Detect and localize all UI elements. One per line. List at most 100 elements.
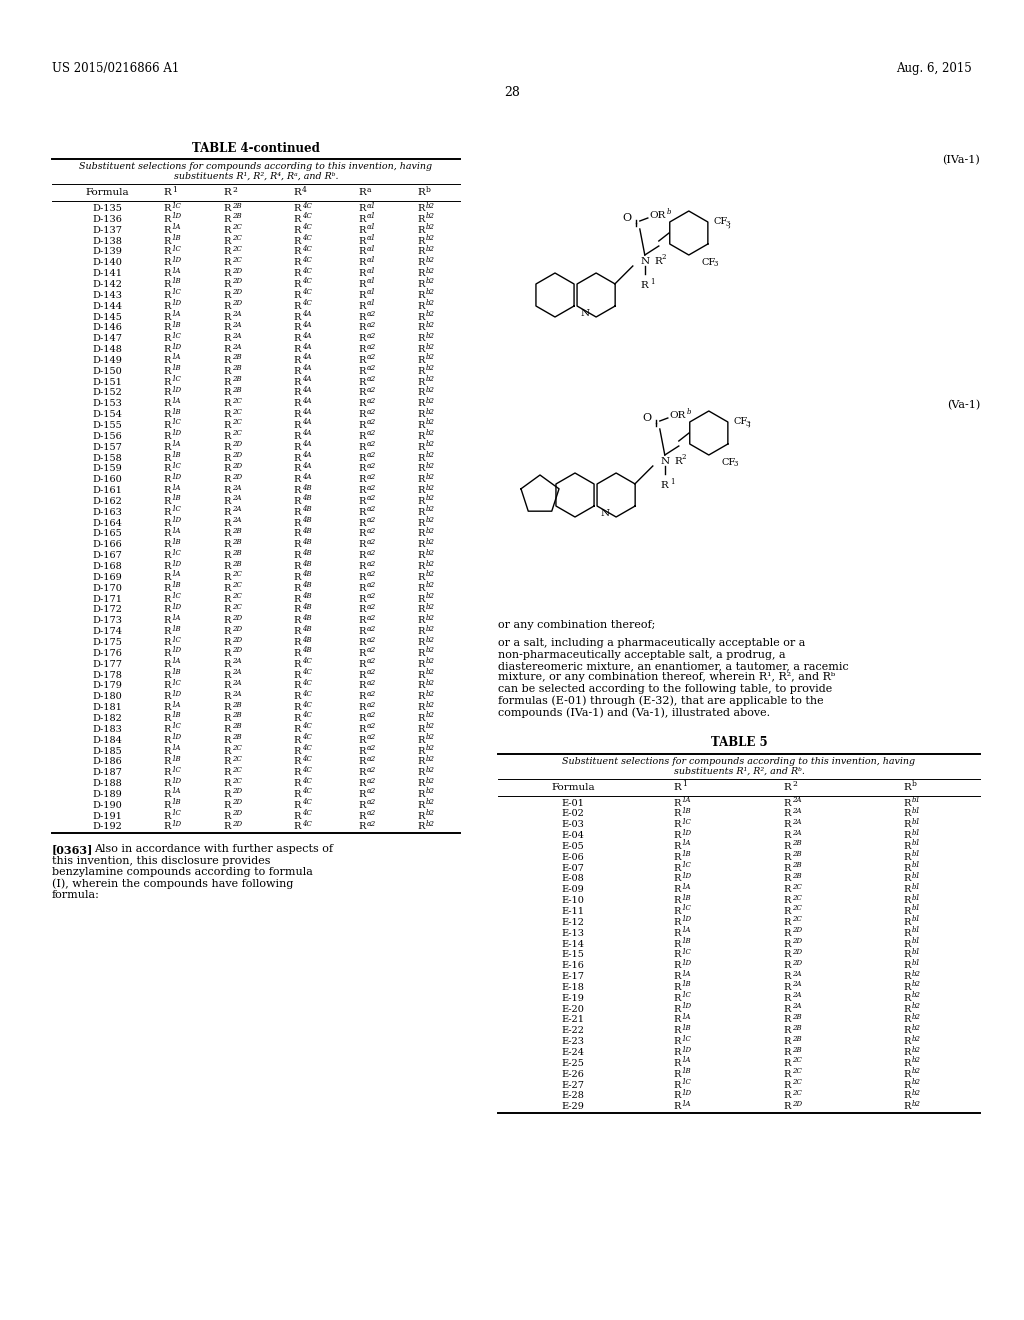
- Text: E-18: E-18: [561, 983, 585, 991]
- Text: R: R: [418, 789, 425, 799]
- Text: R: R: [164, 388, 171, 397]
- Text: R: R: [223, 399, 231, 408]
- Text: 2B: 2B: [792, 873, 802, 880]
- Text: 2D: 2D: [792, 958, 802, 966]
- Text: 2D: 2D: [232, 635, 242, 644]
- Text: α1: α1: [367, 202, 376, 210]
- Text: R: R: [358, 226, 366, 235]
- Text: b1: b1: [912, 894, 921, 902]
- Text: 4C: 4C: [302, 300, 312, 308]
- Text: R: R: [164, 627, 171, 636]
- Text: R: R: [294, 747, 301, 755]
- Text: R: R: [783, 1048, 791, 1057]
- Text: 2B: 2B: [232, 213, 242, 220]
- Text: R: R: [418, 606, 425, 614]
- Text: 4A: 4A: [302, 310, 311, 318]
- Text: mixture, or any combination thereof, wherein R¹, R², and Rᵇ: mixture, or any combination thereof, whe…: [498, 672, 836, 682]
- Text: α2: α2: [367, 537, 376, 546]
- Text: R: R: [673, 783, 681, 792]
- Text: 2B: 2B: [232, 549, 242, 557]
- Text: R: R: [164, 280, 171, 289]
- Text: (Va-1): (Va-1): [947, 400, 980, 411]
- Text: R: R: [358, 681, 366, 690]
- Text: R: R: [294, 627, 301, 636]
- Text: 1D: 1D: [172, 516, 182, 524]
- Text: 4B: 4B: [302, 537, 311, 546]
- Text: R: R: [164, 758, 171, 767]
- Text: R: R: [641, 281, 648, 290]
- Text: E-26: E-26: [561, 1069, 585, 1078]
- Text: 2D: 2D: [232, 809, 242, 817]
- Text: R: R: [223, 801, 231, 809]
- Text: α2: α2: [367, 690, 376, 698]
- Text: R: R: [418, 215, 425, 224]
- Text: 2: 2: [232, 186, 237, 194]
- Text: 1A: 1A: [682, 970, 691, 978]
- Text: 1A: 1A: [172, 310, 181, 318]
- Text: α2: α2: [367, 593, 376, 601]
- Text: R: R: [783, 809, 791, 818]
- Text: R: R: [223, 432, 231, 441]
- Text: 2B: 2B: [232, 560, 242, 568]
- Text: R: R: [674, 842, 681, 851]
- Text: or a salt, including a pharmaceutically acceptable or a: or a salt, including a pharmaceutically …: [498, 638, 805, 648]
- Text: R: R: [294, 779, 301, 788]
- Text: b2: b2: [912, 1068, 921, 1076]
- Text: R: R: [293, 187, 301, 197]
- Text: R: R: [418, 540, 425, 549]
- Text: 2C: 2C: [232, 234, 242, 242]
- Text: substituents R¹, R², and Rᵇ.: substituents R¹, R², and Rᵇ.: [674, 767, 805, 776]
- Text: R: R: [164, 345, 171, 354]
- Text: 4C: 4C: [302, 288, 312, 296]
- Text: 2A: 2A: [792, 796, 802, 804]
- Text: α2: α2: [367, 614, 376, 622]
- Text: ;: ;: [727, 219, 730, 228]
- Text: D-163: D-163: [92, 508, 122, 517]
- Text: E-29: E-29: [561, 1102, 585, 1111]
- Text: 1B: 1B: [172, 277, 181, 285]
- Text: 4C: 4C: [302, 766, 312, 774]
- Text: R: R: [358, 822, 366, 832]
- Text: R: R: [674, 874, 681, 883]
- Text: D-174: D-174: [92, 627, 122, 636]
- Text: R: R: [164, 421, 171, 430]
- Text: R: R: [223, 573, 231, 582]
- Text: b2: b2: [912, 1045, 921, 1053]
- Text: 1C: 1C: [682, 1035, 692, 1043]
- Text: 2D: 2D: [792, 927, 802, 935]
- Text: R: R: [164, 475, 171, 484]
- Text: R: R: [418, 269, 425, 279]
- Text: 1C: 1C: [172, 549, 182, 557]
- Text: D-141: D-141: [92, 269, 122, 279]
- Text: 1A: 1A: [682, 883, 691, 891]
- Text: 1D: 1D: [682, 1089, 692, 1097]
- Text: R: R: [783, 1069, 791, 1078]
- Text: a: a: [367, 186, 372, 194]
- Text: b2: b2: [426, 711, 435, 719]
- Text: R: R: [418, 704, 425, 711]
- Text: 4C: 4C: [302, 690, 312, 698]
- Text: α2: α2: [367, 766, 376, 774]
- Text: R: R: [223, 302, 231, 310]
- Text: 2B: 2B: [232, 202, 242, 210]
- Text: R: R: [674, 1092, 681, 1101]
- Text: D-162: D-162: [92, 496, 122, 506]
- Text: R: R: [223, 205, 231, 213]
- Text: R: R: [903, 950, 911, 960]
- Text: 4A: 4A: [302, 408, 311, 416]
- Text: R: R: [164, 356, 171, 364]
- Text: 1D: 1D: [172, 300, 182, 308]
- Text: R: R: [294, 465, 301, 474]
- Text: E-22: E-22: [561, 1027, 585, 1035]
- Text: R: R: [358, 367, 366, 376]
- Text: R: R: [294, 411, 301, 420]
- Text: b2: b2: [426, 288, 435, 296]
- Text: TABLE 4-continued: TABLE 4-continued: [193, 143, 319, 154]
- Text: 2A: 2A: [232, 310, 242, 318]
- Text: R: R: [164, 573, 171, 582]
- Text: R: R: [164, 540, 171, 549]
- Text: 2C: 2C: [792, 915, 802, 924]
- Text: 1C: 1C: [172, 462, 182, 470]
- Text: E-01: E-01: [561, 799, 585, 808]
- Text: R: R: [418, 388, 425, 397]
